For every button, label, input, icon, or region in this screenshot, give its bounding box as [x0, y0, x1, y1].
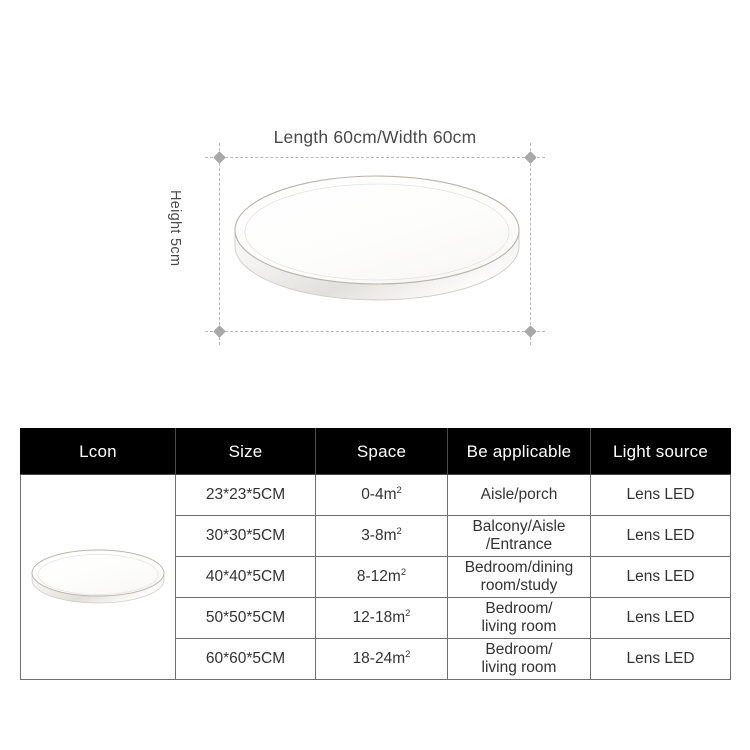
dimension-marker-bottom-left: [212, 324, 226, 338]
ceiling-lamp-icon: [31, 549, 165, 604]
table-row: 60*60*5CM 18-24m2 Bedroom/living room Le…: [21, 638, 731, 680]
space-value: 0-4m: [361, 486, 397, 504]
space-value: 18-24m: [352, 650, 406, 668]
applicable-line-2: /Entrance: [485, 536, 553, 553]
dimension-marker-bottom-right: [523, 324, 537, 338]
space-value: 3-8m: [361, 527, 397, 545]
space-unit-superscript: 2: [405, 608, 411, 620]
table-row: 50*50*5CM 12-18m2 Bedroom/living room Le…: [21, 597, 731, 639]
space-value: 12-18m: [352, 609, 406, 627]
applicable-line-1: Bedroom/dining: [464, 559, 574, 577]
applicable-line-1: Bedroom/: [485, 600, 553, 618]
applicable-line-1: Aisle/porch: [480, 486, 558, 504]
guide-line-right: [530, 143, 531, 345]
dimension-diagram: Length 60cm/Width 60cm Height 5cm: [167, 127, 545, 345]
diagram-height-label: Height 5cm: [167, 190, 183, 267]
applicable-line-1: Balcony/Aisle: [472, 518, 566, 536]
table-cell-applicable: Bedroom/living room: [447, 597, 591, 639]
table-cell-size: 23*23*5CM: [175, 474, 316, 516]
space-unit-superscript: 2: [396, 526, 402, 538]
specification-table: Lcon Size Space Be applicable Light sour…: [20, 428, 731, 680]
table-cell-size: 60*60*5CM: [175, 638, 316, 680]
table-cell-space: 12-18m2: [315, 597, 448, 639]
column-header-be-applicable: Be applicable: [447, 428, 591, 475]
table-cell-light-source: Lens LED: [590, 474, 731, 516]
dimension-marker-top-left: [212, 150, 226, 164]
space-unit-superscript: 2: [405, 649, 411, 661]
table-header-row: Lcon Size Space Be applicable Light sour…: [20, 428, 731, 475]
guide-line-left: [219, 143, 220, 345]
table-cell-light-source: Lens LED: [590, 515, 731, 557]
table-cell-space: 0-4m2: [315, 474, 448, 516]
table-row: 40*40*5CM 8-12m2 Bedroom/dining room/stud…: [21, 556, 731, 598]
column-header-size: Size: [175, 428, 316, 475]
applicable-line-2: living room: [481, 659, 557, 676]
column-header-space: Space: [315, 428, 448, 475]
table-cell-space: 18-24m2: [315, 638, 448, 680]
guide-line-top: [205, 157, 545, 158]
table-cell-light-source: Lens LED: [590, 597, 731, 639]
space-unit-superscript: 2: [396, 485, 402, 497]
applicable-line-1: Bedroom/: [485, 641, 553, 659]
column-header-icon: Lcon: [20, 428, 176, 475]
table-cell-applicable: Bedroom/living room: [447, 638, 591, 680]
table-cell-applicable: Aisle/porch: [447, 474, 591, 516]
table-cell-space: 8-12m2: [315, 556, 448, 598]
dimension-marker-top-right: [523, 150, 537, 164]
table-cell-size: 40*40*5CM: [175, 556, 316, 598]
table-row: 23*23*5CM 0-4m2 Aisle/porch Lens LED: [20, 474, 731, 680]
space-unit-superscript: 2: [400, 567, 407, 579]
ceiling-lamp-icon: [234, 175, 520, 301]
diagram-title: Length 60cm/Width 60cm: [273, 127, 477, 147]
table-row: 30*30*5CM 3-8m2 Balcony/Aisle/Entrance L…: [21, 515, 731, 557]
table-cell-light-source: Lens LED: [590, 638, 731, 680]
column-header-light-source: Light source: [590, 428, 731, 475]
table-cell-size: 50*50*5CM: [175, 597, 316, 639]
applicable-line-2: living room: [481, 618, 557, 635]
table-cell-light-source: Lens LED: [590, 556, 731, 598]
table-cell-applicable: Balcony/Aisle/Entrance: [447, 515, 591, 557]
space-value: 8-12m: [356, 568, 401, 586]
table-cell-space: 3-8m2: [315, 515, 448, 557]
guide-line-bottom: [205, 331, 545, 332]
table-cell-product-icon: [20, 474, 176, 680]
applicable-line-2: room/study: [480, 577, 558, 594]
table-cell-applicable: Bedroom/dining room/study: [447, 556, 591, 598]
table-cell-size: 30*30*5CM: [175, 515, 316, 557]
